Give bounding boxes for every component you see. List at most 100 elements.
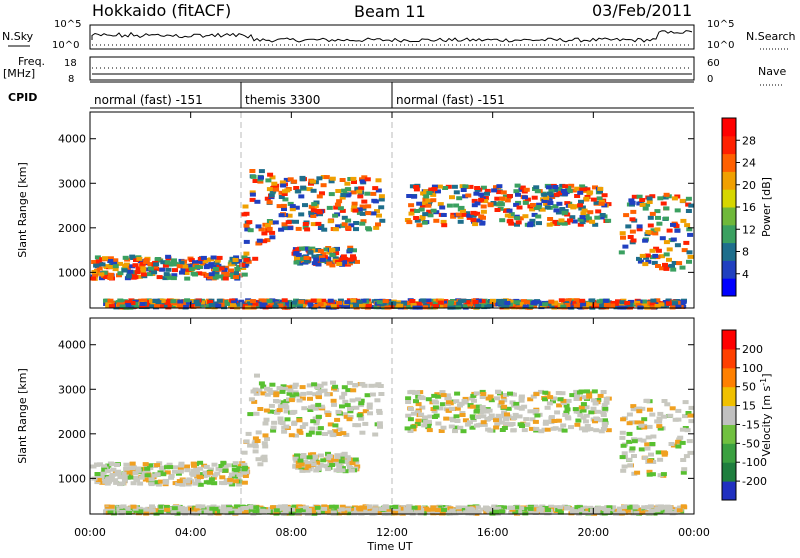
heatmap-cell	[353, 459, 360, 464]
heatmap-cell	[242, 509, 249, 514]
heatmap-cell	[433, 400, 439, 405]
heatmap-cell	[653, 246, 660, 251]
heatmap-cell	[587, 511, 594, 516]
heatmap-cell	[157, 509, 164, 514]
heatmap-cell	[578, 199, 584, 204]
heatmap-cell	[441, 223, 448, 228]
heatmap-cell	[374, 383, 381, 388]
heatmap-cell	[469, 414, 476, 419]
heatmap-cell	[153, 480, 160, 485]
heatmap-cell	[178, 505, 185, 510]
heatmap-cell	[173, 465, 180, 470]
heatmap-cell	[593, 200, 600, 205]
heatmap-cell	[330, 510, 337, 515]
heatmap-cell	[664, 504, 671, 509]
heatmap-cell	[339, 455, 346, 460]
heatmap-cell	[119, 509, 126, 514]
heatmap-cell	[317, 383, 324, 388]
heatmap-cell	[574, 505, 581, 510]
heatmap-cell	[461, 212, 467, 217]
heatmap-cell	[475, 304, 482, 308]
heatmap-cell	[329, 263, 336, 268]
heatmap-cell	[358, 401, 365, 406]
heatmap-cell	[222, 299, 229, 304]
heatmap-cell	[330, 380, 336, 385]
heatmap-cell	[587, 427, 594, 432]
heatmap-cell	[332, 256, 339, 261]
heatmap-cell	[133, 258, 139, 262]
heatmap-cell	[555, 391, 562, 395]
heatmap-cell	[417, 390, 424, 395]
heatmap-cell	[593, 507, 600, 512]
heatmap-cell	[310, 188, 317, 193]
heatmap-cell	[542, 421, 549, 426]
heatmap-cell	[292, 456, 299, 461]
heatmap-cell	[314, 505, 321, 510]
heatmap-cell	[147, 466, 154, 471]
heatmap-cell	[421, 220, 428, 225]
heatmap-cell	[219, 475, 226, 480]
heatmap-cell	[205, 257, 211, 262]
heatmap-cell	[538, 506, 545, 511]
heatmap-cell	[283, 424, 290, 429]
heatmap-cell	[211, 481, 218, 486]
heatmap-cell	[522, 304, 529, 309]
heatmap-cell	[184, 468, 191, 473]
heatmap-cell	[503, 208, 509, 213]
heatmap-cell	[487, 416, 494, 420]
heatmap-cell	[436, 505, 443, 510]
x-tick-label: 00:00	[74, 526, 106, 539]
heatmap-cell	[250, 299, 257, 304]
heatmap-cell	[364, 393, 371, 398]
heatmap-cell	[644, 442, 651, 447]
colorbar-segment	[722, 424, 736, 444]
heatmap-cell	[295, 247, 302, 252]
colorbar-segment	[722, 278, 736, 297]
heatmap-cell	[631, 194, 638, 199]
heatmap-cell	[618, 250, 625, 255]
heatmap-cell	[107, 272, 114, 277]
heatmap-cell	[243, 251, 250, 256]
heatmap-cell	[688, 419, 695, 424]
heatmap-cell	[666, 510, 673, 514]
heatmap-cell	[147, 266, 154, 271]
heatmap-cell	[654, 508, 661, 513]
heatmap-cell	[681, 467, 688, 472]
heatmap-cell	[312, 204, 319, 209]
heatmap-cell	[636, 201, 643, 206]
heatmap-cell	[582, 428, 588, 433]
heatmap-cell	[168, 473, 175, 478]
heatmap-cell	[656, 221, 663, 226]
heatmap-cell	[282, 509, 289, 514]
heatmap-cell	[511, 416, 518, 421]
heatmap-cell	[309, 426, 316, 431]
heatmap-cell	[512, 509, 519, 514]
heatmap-cell	[504, 198, 511, 203]
heatmap-cell	[261, 239, 268, 244]
heatmap-cell	[577, 203, 584, 208]
heatmap-cell	[529, 218, 536, 223]
heatmap-cell	[480, 209, 487, 214]
heatmap-cell	[632, 504, 639, 509]
heatmap-cell	[565, 398, 572, 403]
heatmap-cell	[431, 409, 438, 414]
heatmap-cell	[675, 408, 682, 413]
heatmap-cell	[577, 413, 584, 418]
heatmap-cell	[291, 385, 298, 390]
heatmap-cell	[446, 203, 453, 208]
heatmap-cell	[336, 300, 342, 305]
heatmap-cell	[293, 260, 300, 265]
heatmap-cell	[190, 271, 197, 276]
heatmap-cell	[147, 463, 153, 468]
heatmap-cell	[405, 413, 412, 418]
heatmap-cell	[95, 259, 102, 264]
heatmap-cell	[289, 393, 296, 398]
heatmap-cell	[217, 509, 223, 514]
heatmap-cell	[236, 482, 243, 487]
heatmap-cell	[505, 406, 512, 411]
heatmap-cell	[335, 259, 342, 264]
heatmap-cell	[474, 186, 481, 190]
heatmap-cell	[341, 510, 348, 515]
heatmap-cell	[472, 509, 479, 514]
heatmap-cell	[100, 470, 107, 475]
